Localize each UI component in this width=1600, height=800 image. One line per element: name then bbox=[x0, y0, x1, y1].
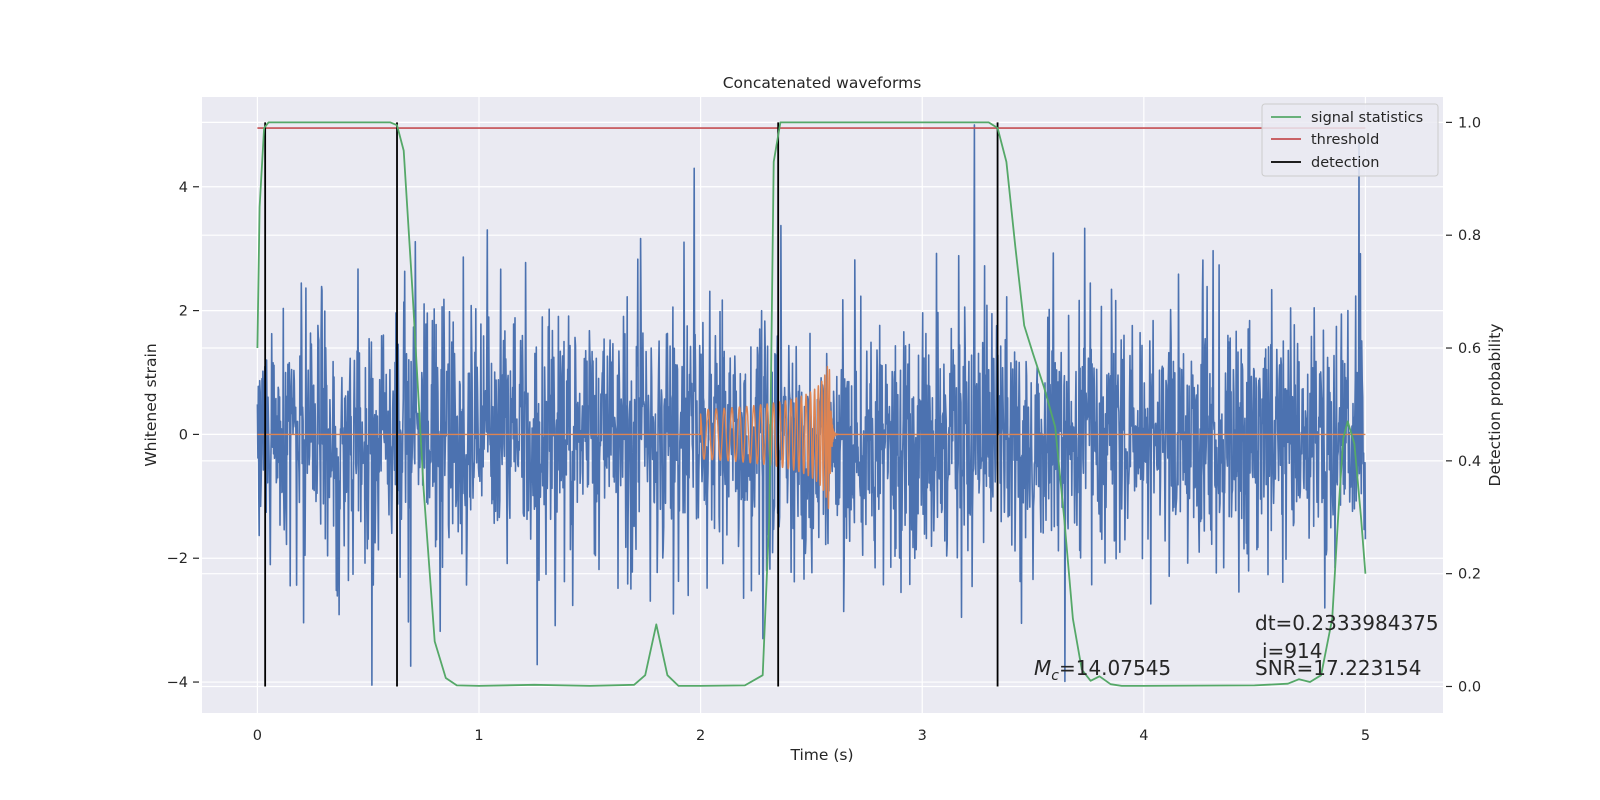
y2-tick-label-0: 0.0 bbox=[1458, 679, 1481, 695]
y-tick-label-4: 4 bbox=[179, 180, 188, 196]
y2-tick-label-5: 1.0 bbox=[1458, 115, 1481, 131]
y-tick-label-3: 2 bbox=[179, 304, 188, 320]
x-tick-label-4: 4 bbox=[1139, 728, 1148, 744]
legend-box bbox=[1261, 103, 1439, 177]
y-tick-label-1: −2 bbox=[167, 551, 188, 567]
annotation-mc-symbol: M bbox=[1034, 656, 1051, 680]
annotation-mc-subscript: c bbox=[1051, 668, 1059, 684]
x-tick-label-1: 1 bbox=[474, 728, 483, 744]
annotation-mc-value: =14.07545 bbox=[1059, 656, 1171, 680]
legend-label-threshold: threshold bbox=[1311, 132, 1379, 148]
y2-tick-label-1: 0.2 bbox=[1458, 567, 1481, 583]
annotation-i: i=914 bbox=[1262, 639, 1323, 663]
chart-title: Concatenated waveforms bbox=[723, 74, 922, 92]
y2-tick-label-4: 0.8 bbox=[1458, 228, 1481, 244]
legend-label-signal-statistics: signal statistics bbox=[1311, 110, 1423, 126]
series-whitened-strain bbox=[256, 124, 1367, 686]
annotation-mc: Mc=14.07545 bbox=[1034, 656, 1171, 684]
x-tick-label-3: 3 bbox=[918, 728, 927, 744]
y2-axis-ticks: 0.0 0.2 0.4 0.6 0.8 1.0 bbox=[1446, 115, 1481, 695]
y2-tick-label-3: 0.6 bbox=[1458, 341, 1481, 357]
legend-label-detection: detection bbox=[1311, 155, 1379, 171]
y-tick-label-0: −4 bbox=[167, 675, 188, 691]
detection-lines bbox=[264, 122, 999, 687]
x-tick-label-0: 0 bbox=[253, 728, 262, 744]
annotation-snr: SNR=17.223154 bbox=[1255, 656, 1421, 680]
y2-tick-label-2: 0.4 bbox=[1458, 454, 1481, 470]
x-axis-ticks: 0 1 2 3 4 5 bbox=[253, 728, 1370, 744]
legend: signal statistics threshold detection bbox=[1261, 103, 1439, 177]
x-tick-label-5: 5 bbox=[1361, 728, 1370, 744]
x-tick-label-2: 2 bbox=[696, 728, 705, 744]
y-tick-label-2: 0 bbox=[179, 427, 188, 443]
series-signal-statistics bbox=[256, 121, 1367, 687]
x-axis-label: Time (s) bbox=[789, 746, 853, 764]
y-axis-ticks: −4 −2 0 2 4 bbox=[167, 180, 199, 691]
y-axis-label: Whitened strain bbox=[142, 343, 160, 466]
series-template-waveform bbox=[257, 365, 1366, 510]
y2-axis-label: Detection probability bbox=[1486, 324, 1504, 487]
annotation-dt: dt=0.2333984375 bbox=[1255, 611, 1439, 635]
